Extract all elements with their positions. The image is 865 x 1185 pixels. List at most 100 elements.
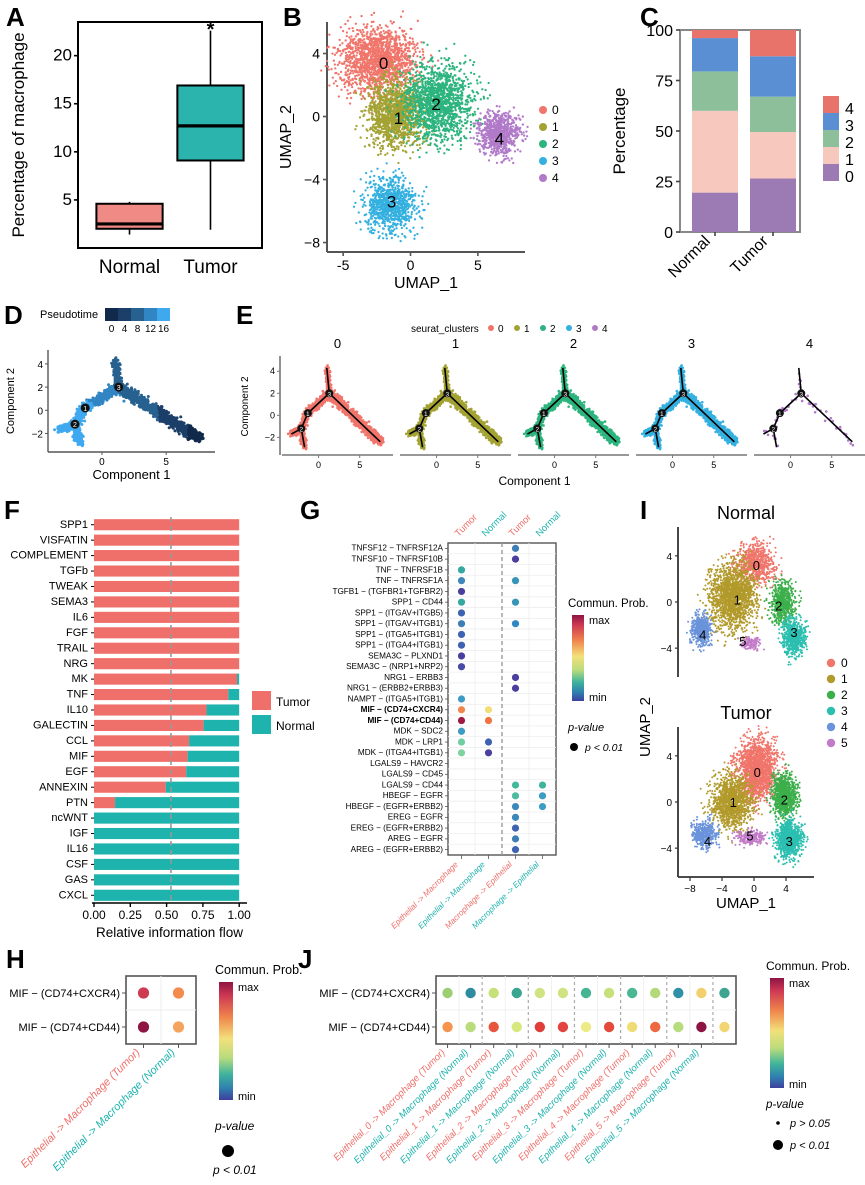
- panel-e-xtick: 5: [829, 460, 834, 470]
- panel-e-xtick: 5: [475, 460, 480, 470]
- panel-d: D Pseudotime 0 4 8 12 16 0 5 −2 0 2 4 Component 1 Com…: [0, 300, 240, 495]
- branch-node: [70, 419, 80, 429]
- legend-label: 3: [841, 704, 848, 718]
- panel-f-xlabel: Relative information flow: [96, 925, 243, 940]
- bubble: [511, 846, 520, 854]
- panel-g-row-label: LGALS9 − HAVCR2: [370, 759, 443, 768]
- colorbar-tick: 16: [158, 324, 170, 335]
- panel-i-points: [690, 725, 809, 869]
- panel-j-plot: MIF − (CD74+CXCR4)MIF − (CD74+CD44)Epith…: [319, 959, 850, 1166]
- panel-b-xlabel: UMAP_1: [394, 275, 458, 292]
- cluster-label: 2: [775, 598, 782, 613]
- panel-j-row-label: MIF − (CD74+CXCR4): [319, 988, 430, 1000]
- branch-node-label: 2: [299, 427, 303, 434]
- panel-g-row-label: TNFSF10 − TNFRSF10B: [351, 555, 443, 564]
- bubble: [603, 1021, 615, 1033]
- legend-label: 1: [524, 324, 530, 335]
- panel-b-ytick: 4: [312, 46, 320, 62]
- bubble: [484, 716, 493, 725]
- cluster-label: 4: [699, 627, 706, 642]
- legend-swatch: [592, 325, 598, 331]
- panel-a-plot: 5 10 15 20 Percentage of macrophage Normal Tum…: [9, 19, 263, 278]
- bubble: [511, 802, 520, 811]
- legend-swatch: [488, 325, 494, 331]
- panel-g-row-label: MIF − (CD74+CXCR4): [361, 705, 444, 714]
- bubble: [511, 598, 520, 606]
- bubble: [457, 577, 466, 585]
- cluster-label: 0: [379, 54, 388, 73]
- panel-d-ylabel: Component 2: [5, 368, 17, 434]
- panel-c-ytick: 100: [646, 23, 673, 40]
- flow-bar-normal: [186, 766, 240, 778]
- panel-a-ytick: 10: [53, 142, 72, 161]
- bubble: [538, 781, 547, 789]
- panel-g-row-label: NRG1 − (ERBB2+ERBB3): [347, 684, 443, 693]
- bubble: [488, 987, 499, 999]
- colorbar-tick: 0: [109, 324, 115, 335]
- legend-swatch: [823, 164, 839, 181]
- panel-g-row-label: MIF − (CD74+CD44): [367, 716, 443, 725]
- bubble: [172, 987, 185, 999]
- legend-swatch: [540, 325, 546, 331]
- legend-label: 0: [841, 656, 848, 670]
- panel-e-facet-title: 2: [570, 336, 577, 351]
- bubble: [538, 802, 547, 811]
- stacked-segment: [692, 71, 738, 111]
- commun-prob-colorbar: [219, 982, 233, 1100]
- flow-bar-tumor: [94, 519, 240, 531]
- legend-label: 4: [552, 171, 559, 185]
- panel-e-facet-points: [286, 364, 385, 451]
- branch-node: [421, 409, 430, 418]
- bubble: [442, 987, 453, 999]
- colorbar-min-label: min: [589, 692, 607, 704]
- panel-f-xtick: 0.00: [82, 908, 106, 922]
- panel-g: G TNFSF12 − TNFRSF12A TNFSF10 − TNFRSF10B…: [296, 495, 649, 940]
- commun-prob-colorbar: [770, 978, 784, 1088]
- cluster-label: 4: [704, 834, 711, 849]
- panel-f-category: IGF: [70, 828, 89, 840]
- panel-d-ytick: −2: [32, 429, 44, 440]
- flow-bar-tumor: [94, 781, 166, 793]
- significance-star: *: [207, 19, 215, 41]
- panel-h-label: H: [6, 946, 25, 972]
- panel-f-category: ncWNT: [51, 812, 88, 824]
- panel-i-facet-title: Tumor: [720, 703, 771, 723]
- bubble: [137, 1021, 150, 1033]
- bubble: [511, 824, 520, 832]
- panel-d-xlabel: Component 1: [92, 467, 170, 482]
- panel-j-row-label: MIF − (CD74+CD44): [329, 1022, 430, 1034]
- panel-g-row-label: HBEGF − (EGFR+ERBB2): [346, 802, 444, 811]
- panel-f: F SPP1 VISFATIN COMPLEMENT TGFb TWEAK SEMA3 IL…: [0, 495, 315, 940]
- branch-node-label: 3: [799, 391, 803, 398]
- bubble: [650, 1021, 661, 1033]
- panel-b-ytick: −4: [304, 172, 320, 188]
- branch-node-label: 1: [542, 411, 546, 418]
- panel-g-row-label: SPP1 − (ITGAV+ITGB5): [355, 608, 443, 617]
- flow-bar-normal: [228, 689, 240, 701]
- branch-node-label: 2: [653, 427, 657, 434]
- flow-bar-normal: [94, 889, 240, 901]
- bubble: [580, 987, 592, 999]
- panel-i-ylabel: UMAP_2: [637, 697, 654, 757]
- bubble: [650, 987, 661, 999]
- bubble: [511, 987, 522, 999]
- panel-g-row-label: TNF − TNFRSF1A: [376, 576, 444, 585]
- panel-f-category: NRG: [64, 658, 88, 670]
- panel-i: I Normal −4 0 4 0 1 2 3 4 5 Tumor −4 0 4 0 1 2 3 4 5 −8 −4 0 4 U…: [636, 495, 865, 940]
- bubble: [457, 738, 466, 746]
- bubble: [511, 1021, 522, 1033]
- panel-i-label: I: [640, 497, 647, 523]
- panel-f-category: FGF: [66, 627, 88, 639]
- panel-c: C 0 25 50 75 100 Percentage Normal Tumor 4 3 2 1 0: [595, 0, 865, 300]
- flow-bar-tumor: [94, 611, 240, 623]
- trajectory-line: [562, 367, 567, 394]
- branch-node: [443, 389, 452, 398]
- legend-label: 4: [845, 101, 854, 118]
- cluster-label: 1: [730, 795, 737, 810]
- branch-node: [415, 424, 424, 433]
- bubble: [457, 587, 466, 596]
- panel-b-points: [320, 10, 529, 243]
- legend-label: Normal: [276, 719, 315, 733]
